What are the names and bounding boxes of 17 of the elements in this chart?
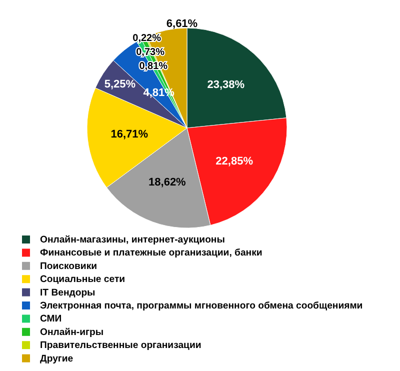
data-label: 23,38% [207,78,245,91]
legend-label: Поисковики [40,260,98,272]
legend-label: Другие [40,353,74,364]
legend-label: Электронная почта, программы мгновенного обмена сообщениями [40,300,363,312]
legend-label: СМИ [40,314,62,325]
legend-label: Финансовые и платежные организации, банки [40,248,262,259]
data-label: 16,71% [110,128,148,140]
legend-label: Правительственные организации [40,340,202,352]
legend-label: IT Вендоры [40,287,96,298]
legend-label: Онлайн-игры [40,326,104,338]
data-label: 18,62% [148,176,186,189]
data-label: 22,85% [216,156,254,168]
data-label: 5,25% [104,78,136,90]
legend-label: Онлайн-магазины, интернет-аукционы [40,234,225,246]
legend-label: Социальные сети [40,274,126,286]
data-label: 6,61% [166,18,198,30]
data-label: 0,73% [136,46,165,58]
